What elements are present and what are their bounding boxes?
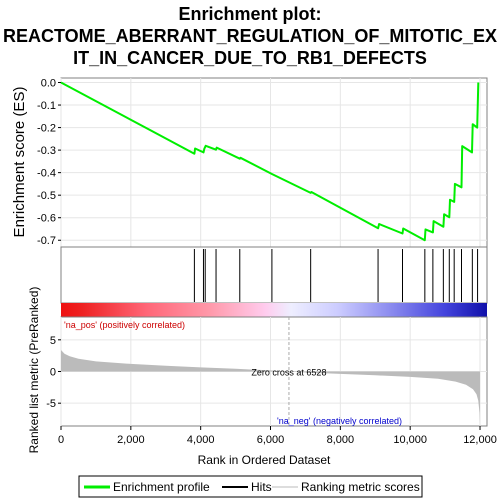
- legend-box: [78, 475, 423, 498]
- es-y-tick-label: -0.5: [37, 190, 56, 202]
- hits-panel-frame: [60, 246, 488, 304]
- es-y-tick-label: 0.0: [41, 78, 56, 90]
- ranked-y-tick-label: 5: [50, 335, 56, 347]
- x-tick-label: 8,000: [327, 434, 355, 446]
- legend: Enrichment profile Hits Ranking metric s…: [78, 475, 423, 498]
- chart-title: Enrichment plot: REACTOME_ABERRANT_REGUL…: [3, 4, 497, 68]
- negative-correlation-label: 'na_neg' (negatively correlated): [277, 416, 402, 426]
- es-y-tick-label: -0.6: [37, 213, 56, 225]
- x-tick-label: 10,000: [393, 434, 427, 446]
- title-line-1: Enrichment plot:: [179, 4, 322, 24]
- legend-ranking-label: Ranking metric scores: [301, 480, 420, 494]
- ranked-metric-panel: Zero cross at 6528 'na_pos' (positively …: [27, 287, 497, 467]
- ranked-y-tick-label: -5: [46, 398, 56, 410]
- title-line-2: REACTOME_ABERRANT_REGULATION_OF_MITOTIC_…: [3, 26, 497, 46]
- enrichment-profile-line: [60, 81, 480, 242]
- legend-hits-label: Hits: [251, 480, 272, 494]
- es-y-ticks: 0.0 -0.1 -0.2 -0.3 -0.4 -0.5 -0.6 -0.7: [37, 78, 61, 247]
- es-panel-frame: [60, 77, 488, 248]
- es-y-tick-label: -0.7: [37, 235, 56, 247]
- x-tick-label: 0: [58, 434, 64, 446]
- x-axis-label: Rank in Ordered Dataset: [198, 453, 331, 467]
- hits-panel: [60, 246, 488, 304]
- hit-markers: [193, 249, 479, 302]
- es-y-axis-label: Enrichment score (ES): [11, 87, 28, 238]
- x-tick-label: 4,000: [187, 434, 215, 446]
- es-panel: 0.0 -0.1 -0.2 -0.3 -0.4 -0.5 -0.6 -0.7 Enrichme…: [11, 77, 488, 248]
- title-line-3: IT_IN_CANCER_DUE_TO_RB1_DEFECTS: [73, 48, 427, 68]
- es-y-tick-label: -0.4: [37, 168, 56, 180]
- positive-correlation-label: 'na_pos' (positively correlated): [64, 320, 185, 330]
- es-y-tick-label: -0.2: [37, 123, 56, 135]
- color-bar-gradient: [61, 303, 487, 317]
- zero-cross-label: Zero cross at 6528: [251, 368, 326, 378]
- ranked-y-tick-label: 0: [50, 367, 56, 379]
- es-y-tick-label: -0.3: [37, 145, 56, 157]
- x-tick-label: 12,000: [463, 434, 497, 446]
- x-tick-label: 6,000: [257, 434, 285, 446]
- x-tick-label: 2,000: [117, 434, 145, 446]
- ranked-y-axis-label: Ranked list metric (PreRanked): [27, 287, 41, 454]
- ranked-x-ticks: 0 2,000 4,000 6,000 8,000 10,000 12,000: [58, 426, 497, 446]
- ranking-metric-area: [61, 350, 480, 426]
- es-gridlines: [60, 78, 487, 247]
- es-y-tick-label: -0.1: [37, 100, 56, 112]
- ranked-y-ticks: 5 0 -5: [46, 335, 61, 410]
- ranking-color-bar: [61, 303, 487, 317]
- legend-es-label: Enrichment profile: [113, 480, 210, 494]
